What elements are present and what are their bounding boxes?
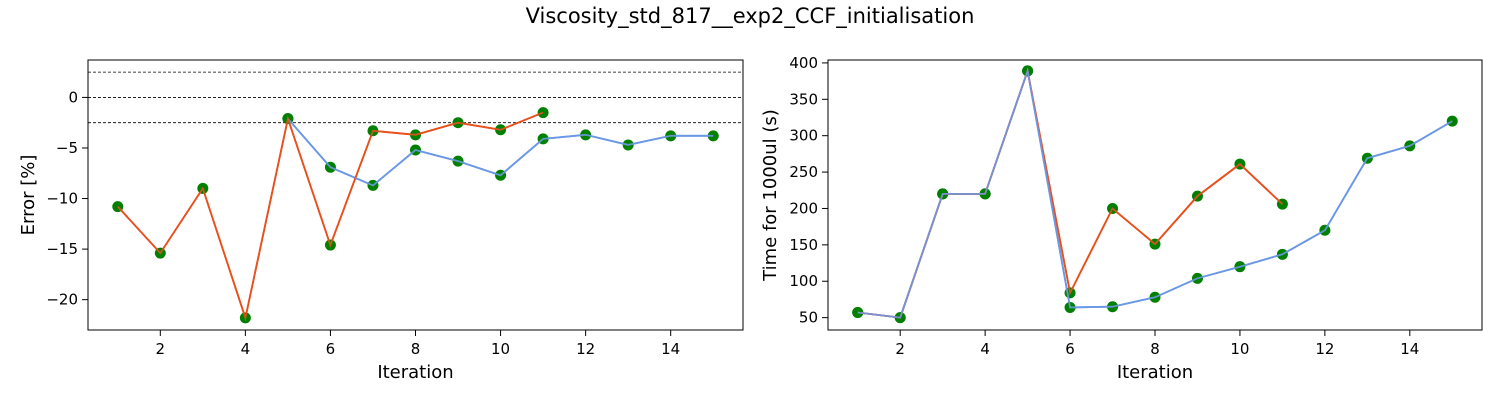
x-tick-label: 12	[1315, 340, 1334, 358]
figure-title: Viscosity_std_817__exp2_CCF_initialisati…	[525, 4, 975, 28]
x-tick-label: 2	[895, 340, 905, 358]
y-tick-label: 200	[789, 199, 818, 217]
plot-frame	[87, 59, 744, 331]
x-tick-label: 10	[1230, 340, 1249, 358]
x-axis-label: Iteration	[1117, 362, 1193, 383]
x-axis-label: Iteration	[377, 362, 453, 383]
plot-frame	[827, 59, 1483, 331]
chart-panel-2: 2 4 6 8 10 12 14 50 100 150 200 250 300 350 400 Iterati…	[760, 54, 1483, 383]
series-line-orange	[117, 111, 544, 322]
y-tick-label: 300	[789, 127, 818, 145]
y-axis-label: Time for 1000ul (s)	[760, 109, 781, 282]
x-tick-label: 14	[661, 340, 680, 358]
x-tick-label: 4	[241, 340, 251, 358]
y-tick-label: 0	[68, 88, 78, 106]
series-line-orange	[857, 67, 1284, 319]
x-tick-label: 4	[980, 340, 990, 358]
series-line-overlay-orange	[857, 67, 1284, 319]
x-tick-label: 2	[156, 340, 166, 358]
y-tick-label: 350	[789, 90, 818, 108]
series-line-overlay-orange	[117, 111, 544, 322]
x-tick-label: 14	[1400, 340, 1419, 358]
x-tick-label: 10	[491, 340, 510, 358]
y-tick-label: −10	[46, 190, 78, 208]
y-tick-label: −20	[46, 291, 78, 309]
x-tick-label: 8	[1150, 340, 1160, 358]
x-tick-label: 12	[576, 340, 595, 358]
y-tick-label: 250	[789, 163, 818, 181]
chart-panel-1: 2 4 6 8 10 12 14 0 −5 −10 −15 −20 Iteration Error [%]	[18, 59, 744, 383]
y-tick-label: 50	[799, 309, 818, 327]
series-line-overlay-blue	[287, 118, 714, 187]
y-tick-label: 150	[789, 236, 818, 254]
x-tick-label: 6	[1065, 340, 1075, 358]
x-tick-label: 8	[411, 340, 421, 358]
series-line-overlay-blue	[857, 67, 1453, 319]
y-tick-label: −5	[56, 139, 78, 157]
y-tick-label: 400	[789, 54, 818, 72]
y-axis-label: Error [%]	[18, 155, 39, 236]
y-tick-label: 100	[789, 272, 818, 290]
y-tick-label: −15	[46, 240, 78, 258]
data-point	[537, 107, 549, 119]
data-point	[707, 130, 719, 142]
x-tick-label: 6	[326, 340, 336, 358]
